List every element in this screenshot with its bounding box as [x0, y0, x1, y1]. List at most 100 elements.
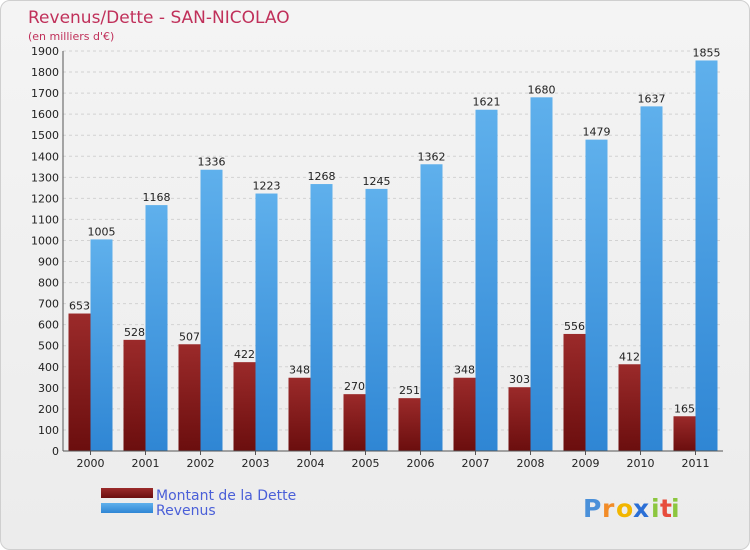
data-label-revenus-2008: 1680 [528, 83, 556, 96]
data-label-dette-2005: 270 [344, 380, 365, 393]
bars [68, 60, 718, 452]
bar-revenus-2005 [365, 188, 388, 452]
bar-dette-2010 [618, 364, 641, 451]
logo-letter: x [633, 494, 650, 523]
y-tick-label: 400 [38, 361, 59, 374]
y-tick-label: 0 [52, 445, 59, 458]
bar-revenus-2004 [310, 184, 333, 452]
x-tick-label: 2000 [77, 457, 105, 470]
data-label-dette-2001: 528 [124, 326, 145, 339]
bar-dette-2006 [398, 398, 421, 451]
x-tick-label: 2008 [517, 457, 545, 470]
bar-dette-2003 [233, 362, 256, 451]
y-tick-label: 1400 [31, 150, 59, 163]
y-tick-label: 1700 [31, 87, 59, 100]
axes [62, 51, 723, 452]
bar-revenus-2006 [420, 164, 443, 451]
x-tick-label: 2006 [407, 457, 435, 470]
y-tick-label: 1900 [31, 45, 59, 58]
data-label-revenus-2010: 1637 [638, 92, 666, 105]
bar-revenus-2009 [585, 139, 608, 451]
x-tick-label: 2004 [297, 457, 325, 470]
data-label-revenus-2011: 1855 [693, 46, 721, 59]
data-label-dette-2000: 653 [69, 300, 90, 313]
bar-dette-2008 [508, 387, 531, 451]
bar-revenus-2002 [200, 169, 223, 451]
y-axis-ticks: 0 100 200 300 400 500 600 700 800 900 1000 1100 1200… [31, 45, 59, 458]
data-label-revenus-2000: 1005 [88, 225, 116, 238]
y-tick-label: 600 [38, 319, 59, 332]
data-label-dette-2010: 412 [619, 350, 640, 363]
legend: Montant de la Dette Revenus [101, 488, 296, 519]
data-label-dette-2008: 303 [509, 373, 530, 386]
y-tick-label: 1300 [31, 171, 59, 184]
y-tick-label: 100 [38, 424, 59, 437]
y-tick-label: 500 [38, 340, 59, 353]
data-label-revenus-2006: 1362 [418, 150, 446, 163]
x-tick-label: 2005 [352, 457, 380, 470]
bar-revenus-2007 [475, 109, 498, 451]
bar-revenus-2000 [90, 239, 113, 451]
data-label-revenus-2002: 1336 [198, 156, 226, 169]
y-tick-label: 200 [38, 403, 59, 416]
y-tick-label: 800 [38, 277, 59, 290]
data-label-dette-2009: 556 [564, 320, 585, 333]
data-labels: 653 1005 528 1168 507 1336 422 1223 348 1268 270 12… [69, 46, 721, 415]
bar-dette-2002 [178, 344, 201, 451]
data-label-revenus-2004: 1268 [308, 170, 336, 183]
x-tick-label: 2003 [242, 457, 270, 470]
y-tick-label: 1100 [31, 213, 59, 226]
bar-revenus-2003 [255, 193, 278, 452]
data-label-revenus-2003: 1223 [253, 180, 281, 193]
x-tick-label: 2009 [572, 457, 600, 470]
data-label-dette-2007: 348 [454, 364, 475, 377]
chart-subtitle: (en milliers d'€) [28, 30, 114, 43]
x-tick-label: 2011 [682, 457, 710, 470]
y-tick-label: 1800 [31, 66, 59, 79]
bar-dette-2007 [453, 377, 476, 451]
legend-swatch-revenus [101, 503, 153, 513]
data-label-revenus-2001: 1168 [143, 191, 171, 204]
y-tick-label: 900 [38, 256, 59, 269]
bar-dette-2000 [68, 313, 91, 451]
logo-letter: r [602, 494, 615, 523]
x-tick-label: 2002 [187, 457, 215, 470]
legend-swatch-dette [101, 488, 153, 498]
data-label-revenus-2009: 1479 [583, 126, 611, 139]
x-tick-label: 2007 [462, 457, 490, 470]
data-label-dette-2004: 348 [289, 364, 310, 377]
data-label-revenus-2007: 1621 [473, 96, 501, 109]
chart-title: Revenus/Dette - SAN-NICOLAO [28, 8, 290, 28]
bar-revenus-2010 [640, 106, 663, 452]
bar-dette-2009 [563, 333, 586, 451]
y-tick-label: 300 [38, 382, 59, 395]
bar-revenus-2011 [695, 60, 718, 451]
logo-letter: t [660, 494, 673, 523]
bar-dette-2001 [123, 339, 146, 451]
data-label-dette-2006: 251 [399, 384, 420, 397]
bar-revenus-2001 [145, 205, 168, 451]
x-tick-label: 2010 [627, 457, 655, 470]
bar-dette-2005 [343, 394, 366, 451]
logo-letter: i [671, 494, 681, 523]
grid-lines [63, 50, 723, 452]
data-label-dette-2011: 165 [674, 402, 695, 415]
y-tick-label: 1200 [31, 192, 59, 205]
x-tick-label: 2001 [132, 457, 160, 470]
legend-label-dette: Montant de la Dette [156, 488, 296, 504]
bar-dette-2004 [288, 377, 311, 451]
logo-letter: o [616, 494, 634, 523]
legend-label-revenus: Revenus [156, 503, 216, 519]
data-label-dette-2003: 422 [234, 348, 255, 361]
y-tick-label: 1000 [31, 234, 59, 247]
data-label-dette-2002: 507 [179, 330, 200, 343]
data-label-revenus-2005: 1245 [363, 175, 391, 188]
y-tick-label: 1500 [31, 129, 59, 142]
logo-letter: P [583, 494, 602, 523]
logo-letter: i [651, 494, 661, 523]
x-axis-ticks: 2000 2001 2002 2003 2004 2005 2006 2007 2008 2009… [77, 451, 710, 470]
bar-dette-2011 [673, 416, 696, 451]
